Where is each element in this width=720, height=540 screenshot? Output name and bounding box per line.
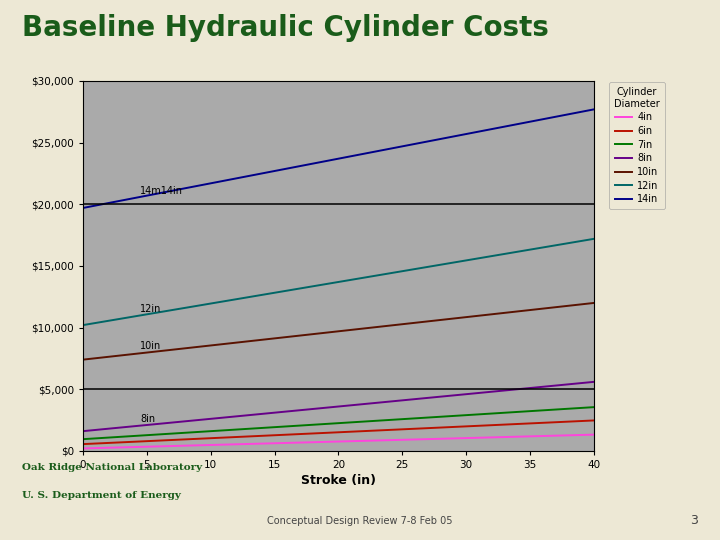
14in <box>392 144 400 151</box>
10in <box>590 300 598 306</box>
4in <box>542 433 551 439</box>
10in <box>80 356 89 363</box>
Line: 10in: 10in <box>83 303 594 360</box>
7in <box>383 417 392 423</box>
4in <box>78 445 87 451</box>
7in <box>78 436 87 442</box>
12in <box>509 249 518 255</box>
14in <box>590 106 598 113</box>
6in <box>381 427 390 433</box>
Text: 12in: 12in <box>140 303 162 314</box>
6in <box>509 421 518 427</box>
4in <box>80 445 89 451</box>
8in <box>383 399 392 405</box>
7in <box>590 404 598 410</box>
10in <box>542 305 551 312</box>
Text: 3: 3 <box>690 514 698 526</box>
8in <box>542 383 551 390</box>
8in <box>392 398 400 404</box>
12in <box>78 322 87 328</box>
10in <box>381 323 390 329</box>
Text: U. S. Department of Energy: U. S. Department of Energy <box>22 490 181 500</box>
4in <box>590 431 598 438</box>
14in <box>78 205 87 211</box>
6in <box>80 441 89 447</box>
10in <box>509 309 518 315</box>
6in <box>78 441 87 447</box>
7in <box>381 417 390 423</box>
Text: 10in: 10in <box>140 341 161 351</box>
Line: 6in: 6in <box>83 421 594 444</box>
7in <box>509 409 518 415</box>
12in <box>383 271 392 277</box>
Text: 8in: 8in <box>140 414 156 424</box>
10in <box>78 356 87 363</box>
Line: 12in: 12in <box>83 239 594 325</box>
4in <box>383 437 392 443</box>
Legend: 4in, 6in, 7in, 8in, 10in, 12in, 14in: 4in, 6in, 7in, 8in, 10in, 12in, 14in <box>609 82 665 210</box>
X-axis label: Stroke (in): Stroke (in) <box>301 474 376 487</box>
6in <box>392 427 400 433</box>
Text: Oak Ridge National Laboratory: Oak Ridge National Laboratory <box>22 463 202 472</box>
7in <box>80 436 89 442</box>
8in <box>381 399 390 405</box>
4in <box>392 437 400 443</box>
Text: Baseline Hydraulic Cylinder Costs: Baseline Hydraulic Cylinder Costs <box>22 14 549 42</box>
8in <box>590 379 598 385</box>
12in <box>80 322 89 328</box>
12in <box>392 269 400 275</box>
Line: 14in: 14in <box>83 110 594 208</box>
8in <box>509 386 518 393</box>
Text: 14m14in: 14m14in <box>140 186 184 197</box>
6in <box>542 420 551 426</box>
Text: Conceptual Design Review 7-8 Feb 05: Conceptual Design Review 7-8 Feb 05 <box>267 516 453 526</box>
7in <box>392 416 400 423</box>
14in <box>542 116 551 122</box>
4in <box>509 434 518 440</box>
7in <box>542 407 551 414</box>
6in <box>383 427 392 433</box>
14in <box>80 205 89 211</box>
4in <box>381 437 390 443</box>
Line: 4in: 4in <box>83 435 594 448</box>
14in <box>509 122 518 128</box>
8in <box>78 428 87 434</box>
12in <box>542 244 551 250</box>
14in <box>381 146 390 153</box>
10in <box>383 323 392 329</box>
14in <box>383 146 392 152</box>
Line: 8in: 8in <box>83 382 594 431</box>
12in <box>590 235 598 242</box>
6in <box>590 417 598 424</box>
12in <box>381 271 390 277</box>
Line: 7in: 7in <box>83 407 594 439</box>
10in <box>392 322 400 328</box>
8in <box>80 428 89 434</box>
